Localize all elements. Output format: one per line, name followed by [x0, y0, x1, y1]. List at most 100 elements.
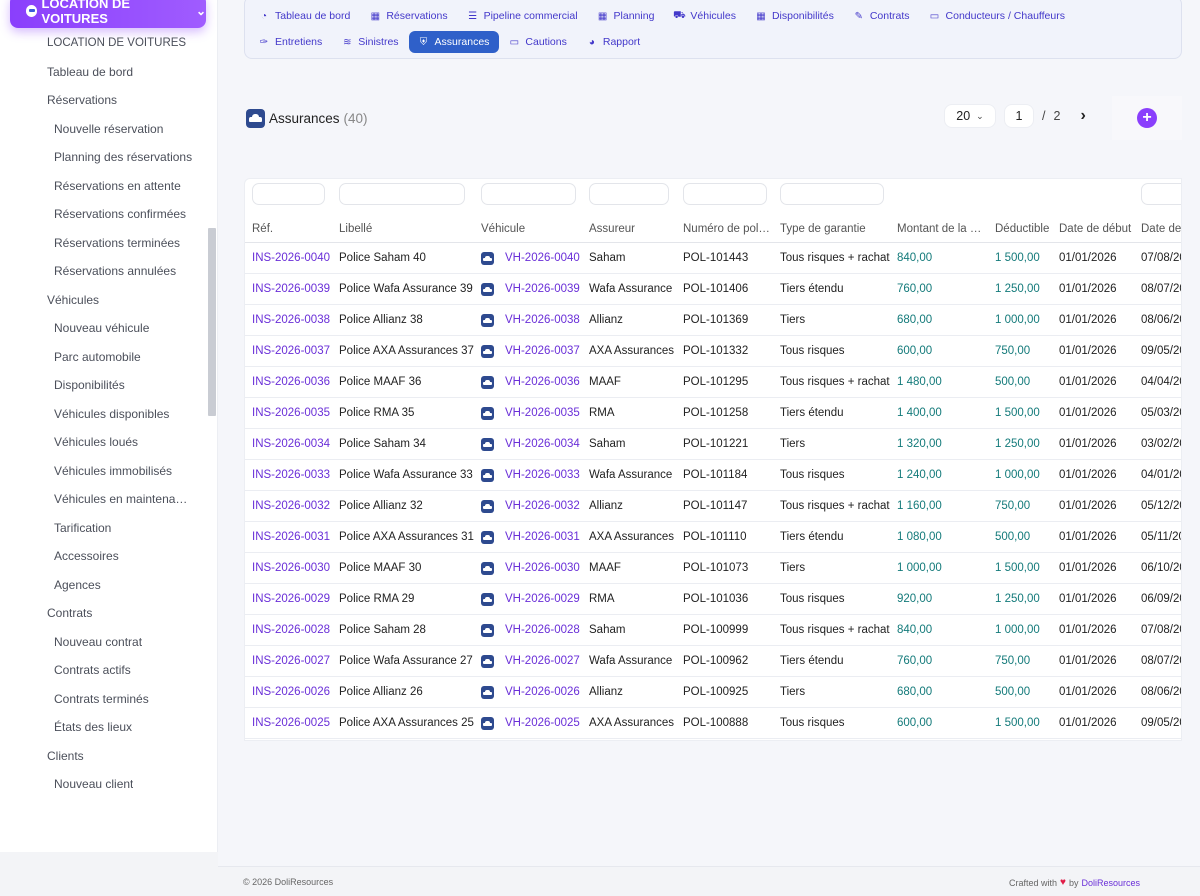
sidebar-item[interactable]: Véhicules immobilisés [0, 457, 217, 486]
vehicle-link[interactable]: VH-2026-0031 [505, 531, 580, 543]
tab-crash[interactable]: ≋ Sinistres [332, 31, 408, 53]
vehicle-link[interactable]: VH-2026-0026 [505, 686, 580, 698]
vehicle-link[interactable]: VH-2026-0033 [505, 469, 580, 481]
insurance-ref-link[interactable]: INS-2026-0026 [252, 686, 330, 698]
vehicle-link[interactable]: VH-2026-0029 [505, 593, 580, 605]
next-page-icon[interactable]: › [1080, 107, 1086, 124]
column-filter-input[interactable] [683, 183, 767, 205]
table-row[interactable]: INS-2026-0037 Police AXA Assurances 37 VH-… [245, 336, 1181, 367]
vehicle-link[interactable]: VH-2026-0036 [505, 376, 580, 388]
column-header[interactable]: Date de début [1059, 223, 1132, 235]
insurance-ref-link[interactable]: INS-2026-0030 [252, 562, 330, 574]
tab-calendar[interactable]: ▦ Planning [588, 5, 665, 27]
insurance-ref-link[interactable]: INS-2026-0028 [252, 624, 330, 636]
sidebar-item[interactable]: Contrats [0, 599, 217, 628]
sidebar-item[interactable]: Véhicules [0, 286, 217, 315]
column-filter-input[interactable] [1141, 183, 1181, 205]
table-row[interactable]: INS-2026-0035 Police RMA 35 VH-2026-0035 RM… [245, 398, 1181, 429]
insurance-ref-link[interactable]: INS-2026-0029 [252, 593, 330, 605]
table-row[interactable]: INS-2026-0031 Police AXA Assurances 31 VH-… [245, 522, 1181, 553]
insurance-ref-link[interactable]: INS-2026-0033 [252, 469, 330, 481]
insurance-ref-link[interactable]: INS-2026-0027 [252, 655, 330, 667]
column-filter-input[interactable] [339, 183, 465, 205]
vehicle-link[interactable]: VH-2026-0037 [505, 345, 580, 357]
column-header[interactable]: Véhicule [481, 223, 526, 235]
insurance-ref-link[interactable]: INS-2026-0036 [252, 376, 330, 388]
sidebar-item[interactable]: Agences [0, 571, 217, 600]
brand-link[interactable]: DoliResources [1081, 877, 1140, 888]
sidebar-item[interactable]: Véhicules disponibles [0, 400, 217, 429]
table-row[interactable]: INS-2026-0025 Police AXA Assurances 25 VH-… [245, 708, 1181, 739]
tab-grid[interactable]: ▦ Disponibilités [746, 5, 844, 27]
table-row[interactable]: INS-2026-0027 Police Wafa Assurance 27 VH-… [245, 646, 1181, 677]
vehicle-link[interactable]: VH-2026-0034 [505, 438, 580, 450]
tab-contract[interactable]: ✎ Contrats [844, 5, 920, 27]
table-row[interactable]: INS-2026-0038 Police Allianz 38 VH-2026-00… [245, 305, 1181, 336]
table-row[interactable]: INS-2026-0029 Police RMA 29 VH-2026-0029 RM… [245, 584, 1181, 615]
table-row[interactable]: INS-2026-0028 Police Saham 28 VH-2026-0028… [245, 615, 1181, 646]
insurance-ref-link[interactable]: INS-2026-0037 [252, 345, 330, 357]
vehicle-link[interactable]: VH-2026-0032 [505, 500, 580, 512]
insurance-ref-link[interactable]: INS-2026-0025 [252, 717, 330, 729]
sidebar-scrollbar[interactable] [208, 228, 216, 416]
insurance-ref-link[interactable]: INS-2026-0035 [252, 407, 330, 419]
sidebar-item[interactable]: Contrats actifs [0, 656, 217, 685]
page-number-input[interactable]: 1 [1004, 104, 1034, 128]
tab-pipeline[interactable]: ☰ Pipeline commercial [458, 5, 588, 27]
page-size-select[interactable]: 20 ⌄ [944, 104, 996, 128]
sidebar-item[interactable]: Contrats terminés [0, 685, 217, 714]
insurance-ref-link[interactable]: INS-2026-0038 [252, 314, 330, 326]
table-row[interactable]: INS-2026-0036 Police MAAF 36 VH-2026-0036 M… [245, 367, 1181, 398]
insurance-ref-link[interactable]: INS-2026-0031 [252, 531, 330, 543]
sidebar-item[interactable]: Clients [0, 742, 217, 771]
sidebar-item[interactable]: Nouvelle réservation [0, 115, 217, 144]
tab-shield[interactable]: ⛨ Assurances [408, 31, 500, 53]
column-filter-input[interactable] [589, 183, 669, 205]
insurance-ref-link[interactable]: INS-2026-0039 [252, 283, 330, 295]
column-header[interactable]: Assureur [589, 223, 636, 235]
sidebar-item[interactable]: Accessoires [0, 542, 217, 571]
sidebar-item[interactable]: Véhicules loués [0, 428, 217, 457]
sidebar-item[interactable]: Nouveau client [0, 770, 217, 799]
column-header[interactable]: Déductible [995, 223, 1050, 235]
module-selector-button[interactable]: LOCATION DE VOITURES ⌄ [10, 0, 206, 28]
insurance-ref-link[interactable]: INS-2026-0032 [252, 500, 330, 512]
sidebar-item[interactable]: Planning des réservations [0, 143, 217, 172]
sidebar-item[interactable]: Nouveau contrat [0, 628, 217, 657]
table-row[interactable]: INS-2026-0034 Police Saham 34 VH-2026-0034… [245, 429, 1181, 460]
tab-pie-chart[interactable]: ◕ Rapport [577, 31, 650, 53]
table-row[interactable]: INS-2026-0039 Police Wafa Assurance 39 VH-… [245, 274, 1181, 305]
table-row[interactable]: INS-2026-0032 Police Allianz 32 VH-2026-00… [245, 491, 1181, 522]
sidebar-item[interactable]: Disponibilités [0, 371, 217, 400]
vehicle-link[interactable]: VH-2026-0039 [505, 283, 580, 295]
vehicle-link[interactable]: VH-2026-0025 [505, 717, 580, 729]
column-header[interactable]: Type de garantie [780, 223, 866, 235]
vehicle-link[interactable]: VH-2026-0027 [505, 655, 580, 667]
column-header[interactable]: Libellé [339, 223, 373, 235]
tab-money[interactable]: ▭ Cautions [499, 31, 576, 53]
column-filter-input[interactable] [780, 183, 884, 205]
sidebar-item[interactable]: Réservations terminées [0, 229, 217, 258]
column-header[interactable]: Date de [1141, 223, 1182, 235]
vehicle-link[interactable]: VH-2026-0040 [505, 252, 580, 264]
tab-calendar[interactable]: ▦ Réservations [360, 5, 457, 27]
sidebar-item[interactable]: États des lieux [0, 713, 217, 742]
column-filter-input[interactable] [252, 183, 325, 205]
tab-wrench[interactable]: ✑ Entretiens [249, 31, 332, 53]
vehicle-link[interactable]: VH-2026-0028 [505, 624, 580, 636]
vehicle-link[interactable]: VH-2026-0030 [505, 562, 580, 574]
tab-car[interactable]: ⛟ Véhicules [664, 5, 746, 27]
column-header[interactable]: Montant de la … [897, 223, 982, 235]
column-header[interactable]: Réf. [252, 223, 274, 235]
column-header[interactable]: Numéro de pol… [683, 223, 770, 235]
table-row[interactable]: INS-2026-0026 Police Allianz 26 VH-2026-00… [245, 677, 1181, 708]
tab-dashboard[interactable]: ◔ Tableau de bord [249, 5, 360, 27]
sidebar-item[interactable]: Tableau de bord [0, 58, 217, 87]
sidebar-item[interactable]: Parc automobile [0, 343, 217, 372]
sidebar-item[interactable]: Tarification [0, 514, 217, 543]
sidebar-item[interactable]: Réservations confirmées [0, 200, 217, 229]
sidebar-item[interactable]: Réservations annulées [0, 257, 217, 286]
table-row[interactable]: INS-2026-0030 Police MAAF 30 VH-2026-0030 M… [245, 553, 1181, 584]
sidebar-item[interactable]: Réservations [0, 86, 217, 115]
sidebar-item[interactable]: Nouveau véhicule [0, 314, 217, 343]
